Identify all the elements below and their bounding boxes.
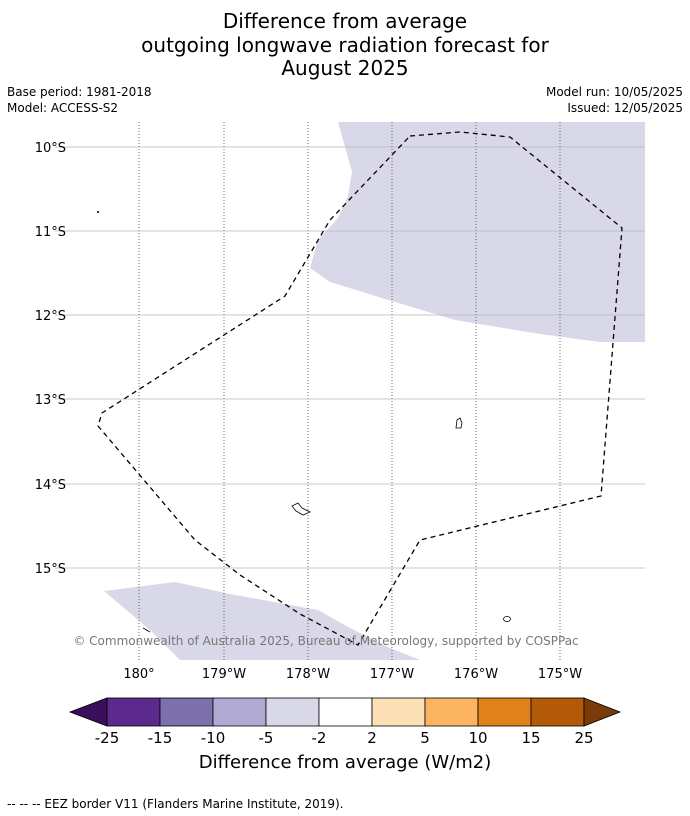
issued-date: Issued: 12/05/2025: [567, 101, 683, 115]
colorbar-tick: 10: [468, 729, 487, 747]
lat-label: 11°S: [35, 225, 66, 240]
islet-northwest: [97, 211, 99, 213]
colorbar-bin: [265, 697, 320, 727]
colorbar-bin: [371, 697, 426, 727]
colorbar-tick: -2: [312, 729, 327, 747]
latitude-gridlines: [55, 146, 645, 569]
anomaly-region-north: [310, 122, 645, 342]
colorbar-bin: [106, 697, 161, 727]
map-area: © Commonwealth of Australia 2025, Bureau…: [55, 122, 645, 660]
islet-southwest: [142, 627, 151, 633]
base-period: Base period: 1981-2018: [7, 85, 152, 99]
lon-label: 176°W: [454, 667, 498, 682]
model-name: Model: ACCESS-S2: [7, 101, 119, 115]
colorbar-bin: [318, 697, 373, 727]
colorbar-tick: -10: [201, 729, 226, 747]
latitude-labels: 10°S 11°S 12°S 13°S 14°S 15°S: [35, 141, 66, 577]
island-southeast: [503, 616, 511, 622]
lon-label: 175°W: [538, 667, 582, 682]
colorbar-tick: 25: [574, 729, 593, 747]
colorbar-min-extension: [68, 697, 108, 727]
longitude-labels: 180° 179°W 178°W 177°W 176°W 175°W: [123, 667, 582, 682]
colorbar-max-extension: [583, 697, 622, 727]
lat-label: 12°S: [35, 309, 66, 324]
title-line-3: August 2025: [281, 56, 409, 80]
colorbar-bin: [424, 697, 479, 727]
island-central: [291, 502, 311, 516]
island-east: [455, 417, 463, 429]
colorbar-ticks: -25 -15 -10 -5 -2 2 5 10 15 25: [95, 729, 594, 747]
colorbar-tick: -5: [259, 729, 274, 747]
lon-label: 180°: [123, 667, 154, 682]
colorbar-bin: [530, 697, 585, 727]
title-line-2: outgoing longwave radiation forecast for: [141, 33, 549, 57]
eez-legend: -- -- -- EEZ border V11 (Flanders Marine…: [7, 797, 344, 811]
anomaly-region-south: [104, 582, 420, 660]
colorbar: [68, 697, 622, 727]
model-run: Model run: 10/05/2025: [545, 85, 683, 99]
title-line-1: Difference from average: [222, 9, 468, 33]
colorbar-label: Difference from average (W/m2): [198, 752, 492, 773]
copyright-text: © Commonwealth of Australia 2025, Bureau…: [73, 634, 578, 648]
colorbar-bin: [159, 697, 214, 727]
colorbar-tick: -15: [148, 729, 173, 747]
lat-label: 10°S: [35, 141, 66, 156]
lat-label: 13°S: [35, 393, 66, 408]
colorbar-bin: [212, 697, 267, 727]
colorbar-tick: 5: [420, 729, 430, 747]
colorbar-tick: 2: [367, 729, 377, 747]
lat-label: 14°S: [35, 478, 66, 493]
lon-label: 177°W: [370, 667, 414, 682]
eez-border: [97, 131, 623, 646]
lon-label: 178°W: [286, 667, 330, 682]
colorbar-tick: 15: [521, 729, 540, 747]
colorbar-bin: [477, 697, 532, 727]
lon-label: 179°W: [202, 667, 246, 682]
lat-label: 15°S: [35, 562, 66, 577]
colorbar-tick: -25: [95, 729, 120, 747]
